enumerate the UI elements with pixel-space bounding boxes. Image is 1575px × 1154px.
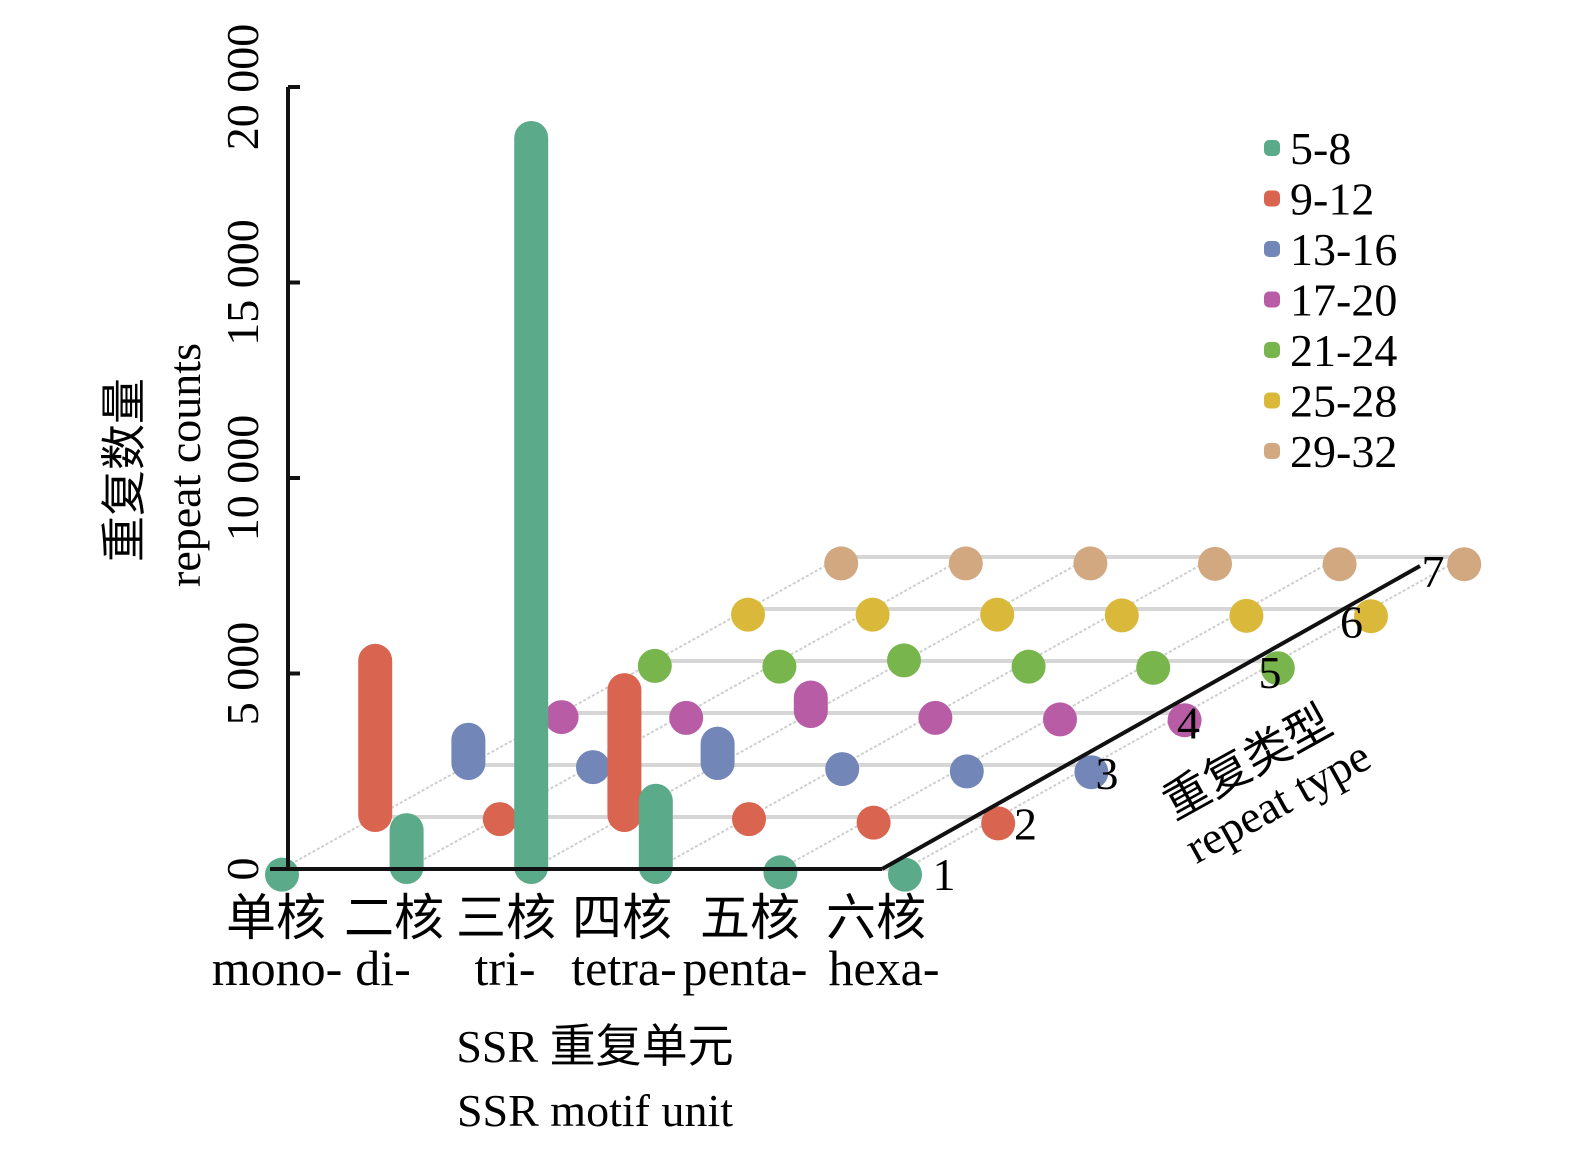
bar-5-8-mono [265, 857, 299, 892]
bar-9-12-hexa [981, 806, 1016, 841]
bar-17-20-hexa [1167, 703, 1202, 738]
bar-29-32-tetra [1198, 546, 1232, 581]
y-tick-label: 5 000 [217, 622, 268, 726]
x-category-label-cn: 五核 [700, 890, 800, 946]
bar-21-24-tetra [1011, 649, 1046, 684]
bar-17-20-tetra [918, 700, 953, 735]
x-category-label-cn: 四核 [572, 890, 672, 946]
bar-5-8-tetra [638, 783, 673, 884]
depth-tick-label: 6 [1340, 597, 1363, 648]
y-tick-label: 15 000 [217, 219, 268, 346]
x-category-label-en: di- [355, 940, 411, 996]
legend-label: 17-20 [1290, 275, 1397, 326]
legend-label: 21-24 [1290, 325, 1397, 376]
bar-21-24-tri [887, 643, 921, 678]
x-category-label-cn: 三核 [456, 890, 556, 946]
depth-tick-label: 5 [1259, 647, 1282, 698]
legend-swatch [1264, 190, 1280, 207]
bar-17-20-mono [544, 700, 579, 735]
bar-25-28-hexa [1354, 599, 1388, 634]
bar-21-24-mono [637, 648, 672, 683]
y-axis-title-cn: 重复数量 [99, 378, 150, 562]
bar-17-20-di [669, 700, 704, 735]
bar-13-16-di [576, 750, 610, 785]
bar-13-16-penta [949, 754, 984, 789]
legend-label: 25-28 [1290, 376, 1397, 427]
depth-tick-label: 3 [1096, 748, 1119, 799]
bar-25-28-tri [980, 597, 1015, 632]
bar-5-8-hexa [888, 857, 922, 892]
x-axis-title-en: SSR motif unit [457, 1085, 733, 1136]
x-category-label-en: hexa- [828, 940, 939, 996]
y-axis-title-en: repeat counts [159, 343, 210, 587]
y-ticks: 0 5 000 10 000 15 000 20 000 [217, 24, 300, 881]
y-tick-label: 20 000 [217, 24, 268, 151]
depth-tick-labels: 1 2 3 4 5 6 7 [933, 546, 1445, 900]
bar-25-28-penta [1229, 598, 1264, 633]
bar-17-20-penta [1043, 702, 1077, 737]
bar-13-16-tetra [825, 752, 860, 787]
legend-label: 5-8 [1290, 123, 1351, 174]
x-category-label-cn: 六核 [826, 890, 926, 946]
bar-25-28-di [855, 597, 890, 632]
x-category-label-en: mono- [212, 940, 343, 996]
bar-21-24-penta [1136, 650, 1171, 685]
legend-label: 29-32 [1290, 426, 1397, 477]
y-tick-label: 0 [217, 858, 268, 881]
x-category-label-cn: 单核 [226, 890, 326, 946]
legend-label: 13-16 [1290, 224, 1397, 275]
bar-9-12-mono [358, 643, 393, 832]
bar-5-8-penta [763, 855, 798, 890]
legend-swatch [1264, 342, 1280, 358]
bar-21-24-di [762, 649, 797, 684]
legend-swatch [1264, 392, 1280, 409]
bar-9-12-tri [607, 673, 642, 832]
bar-29-32-di [948, 546, 983, 581]
bar-25-28-tetra [1104, 598, 1139, 633]
bar-9-12-penta [856, 805, 891, 840]
depth-tick-label: 4 [1177, 698, 1200, 749]
legend-swatch [1264, 443, 1280, 459]
bar-13-16-hexa [1074, 755, 1109, 790]
y-tick-label: 10 000 [217, 415, 268, 542]
legend-swatch [1264, 241, 1280, 257]
x-category-label-en: tri- [474, 940, 535, 996]
bar-13-16-mono [451, 722, 486, 780]
depth-tick-label: 1 [933, 849, 956, 900]
x-axis-title-cn: SSR 重复单元 [456, 1021, 733, 1072]
bar-21-24-hexa [1260, 651, 1295, 686]
x-category-label-en: penta- [683, 940, 808, 996]
x-category-label-en: tetra- [571, 940, 676, 996]
bar-13-16-tri [700, 726, 735, 780]
bar-25-28-mono [731, 597, 765, 632]
depth-tick-label: 2 [1014, 799, 1037, 850]
legend-swatch [1264, 140, 1280, 156]
x-category-label-cn: 二核 [344, 890, 444, 946]
bar-29-32-hexa [1447, 547, 1482, 582]
bar-5-8-tri [514, 121, 549, 884]
depth-axis-line [881, 564, 1421, 871]
bar-5-8-di [389, 813, 424, 884]
legend-swatch [1264, 291, 1280, 308]
bar-29-32-penta [1322, 547, 1357, 582]
bar-9-12-di [482, 802, 517, 837]
bar-17-20-tri [793, 680, 828, 728]
depth-tick-label: 7 [1422, 546, 1445, 597]
bar-9-12-tetra [732, 802, 766, 837]
legend-label: 9-12 [1290, 174, 1374, 225]
bar-29-32-tri [1073, 546, 1108, 581]
bars [265, 121, 1482, 892]
bar-29-32-mono [824, 546, 859, 581]
x-category-labels: 单核 二核 三核 四核 五核 六核 mono-di-tri-tetra-penta-hexa… [212, 890, 940, 996]
